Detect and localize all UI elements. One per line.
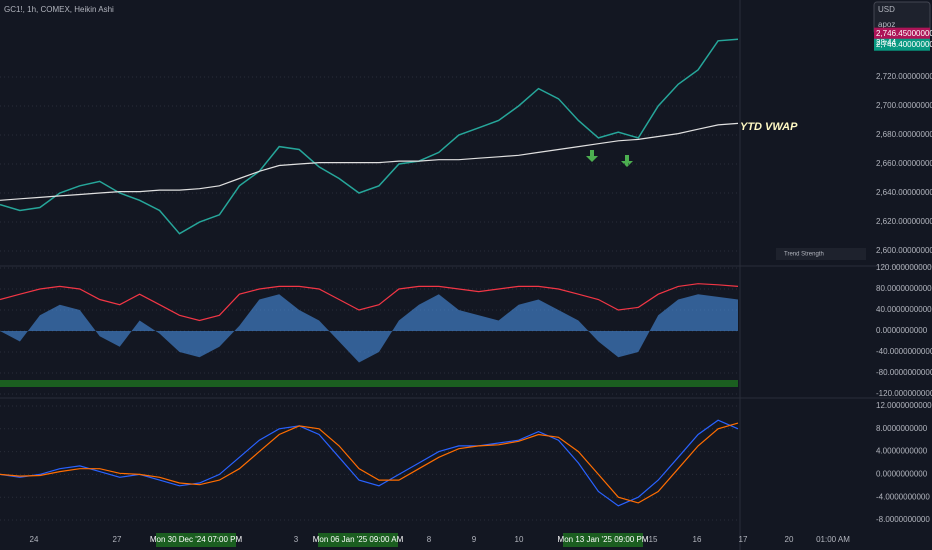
x-tick-label: 8 <box>427 535 432 544</box>
symbol-header: GC1!, 1h, COMEX, Heikin Ashi <box>4 5 114 14</box>
y-tick-label: 120.0000000000 <box>876 263 932 272</box>
y-tick-label: -4.0000000000 <box>876 492 930 501</box>
signal-bar <box>0 380 738 387</box>
x-tick-label: 16 <box>693 535 702 544</box>
y-tick-label: 2,680.0000000000 <box>876 130 932 139</box>
y-tick-label: -40.0000000000 <box>876 347 932 356</box>
x-label-highlight <box>156 533 236 547</box>
y-tick-label: 8.0000000000 <box>876 424 928 433</box>
series-line <box>0 122 739 201</box>
trend-strength: Trend Strength <box>784 252 824 258</box>
price-box <box>874 27 930 40</box>
y-tick-label: 12.0000000000 <box>876 401 932 410</box>
x-tick-label: 27 <box>113 535 122 544</box>
series-line <box>0 419 739 507</box>
oscillator-area <box>0 294 738 363</box>
x-tick-label: 9 <box>472 535 477 544</box>
x-tick-label: 20 <box>785 535 794 544</box>
x-tick-label: Mon 30 Dec '24 07:00 PM <box>150 535 243 544</box>
y-tick-label: -120.0000000000 <box>876 389 932 398</box>
y-tick-label: 2,600.0000000000 <box>876 246 932 255</box>
x-label-highlight <box>318 533 398 547</box>
y-tick-label: 2,720.0000000000 <box>876 72 932 81</box>
countdown: 28:44 <box>876 38 897 47</box>
y-tick-label: -8.0000000000 <box>876 515 930 524</box>
x-tick-label: 01:00 AM <box>816 535 850 544</box>
y-tick-label: 2,700.0000000000 <box>876 101 932 110</box>
y-tick-label: 80.0000000000 <box>876 284 932 293</box>
x-tick-label: Mon 13 Jan '25 09:00 PM <box>558 535 649 544</box>
y-tick-label: 0.0000000000 <box>876 326 928 335</box>
y-tick-label: 40.0000000000 <box>876 305 932 314</box>
x-tick-label: 24 <box>30 535 39 544</box>
series-line <box>0 38 739 235</box>
account: apoz <box>878 20 895 29</box>
y-tick-label: 4.0000000000 <box>876 447 928 456</box>
trend-box <box>776 248 866 260</box>
price-label: 2,746.4000000000 <box>876 40 932 49</box>
y-tick-label: 2,620.0000000000 <box>876 217 932 226</box>
currency: USD <box>878 5 895 14</box>
vwap-label: YTD VWAP <box>740 121 798 133</box>
arrow <box>586 150 598 162</box>
y-tick-label: 0.0000000000 <box>876 470 928 479</box>
x-tick-label: 17 <box>739 535 748 544</box>
series-line <box>0 422 739 504</box>
series-line <box>0 283 739 322</box>
y-tick-label: 2,640.0000000000 <box>876 188 932 197</box>
x-tick-label: 3 <box>294 535 299 544</box>
y-tick-label: -80.0000000000 <box>876 368 932 377</box>
x-tick-label: 15 <box>649 535 658 544</box>
price-box <box>874 38 930 51</box>
x-tick-label: Mon 06 Jan '25 09:00 AM <box>313 535 404 544</box>
x-label-highlight <box>563 533 643 547</box>
y-tick-label: 2,660.0000000000 <box>876 159 932 168</box>
x-tick-label: 10 <box>515 535 524 544</box>
price-label: 2,746.4500000000 <box>876 29 932 38</box>
